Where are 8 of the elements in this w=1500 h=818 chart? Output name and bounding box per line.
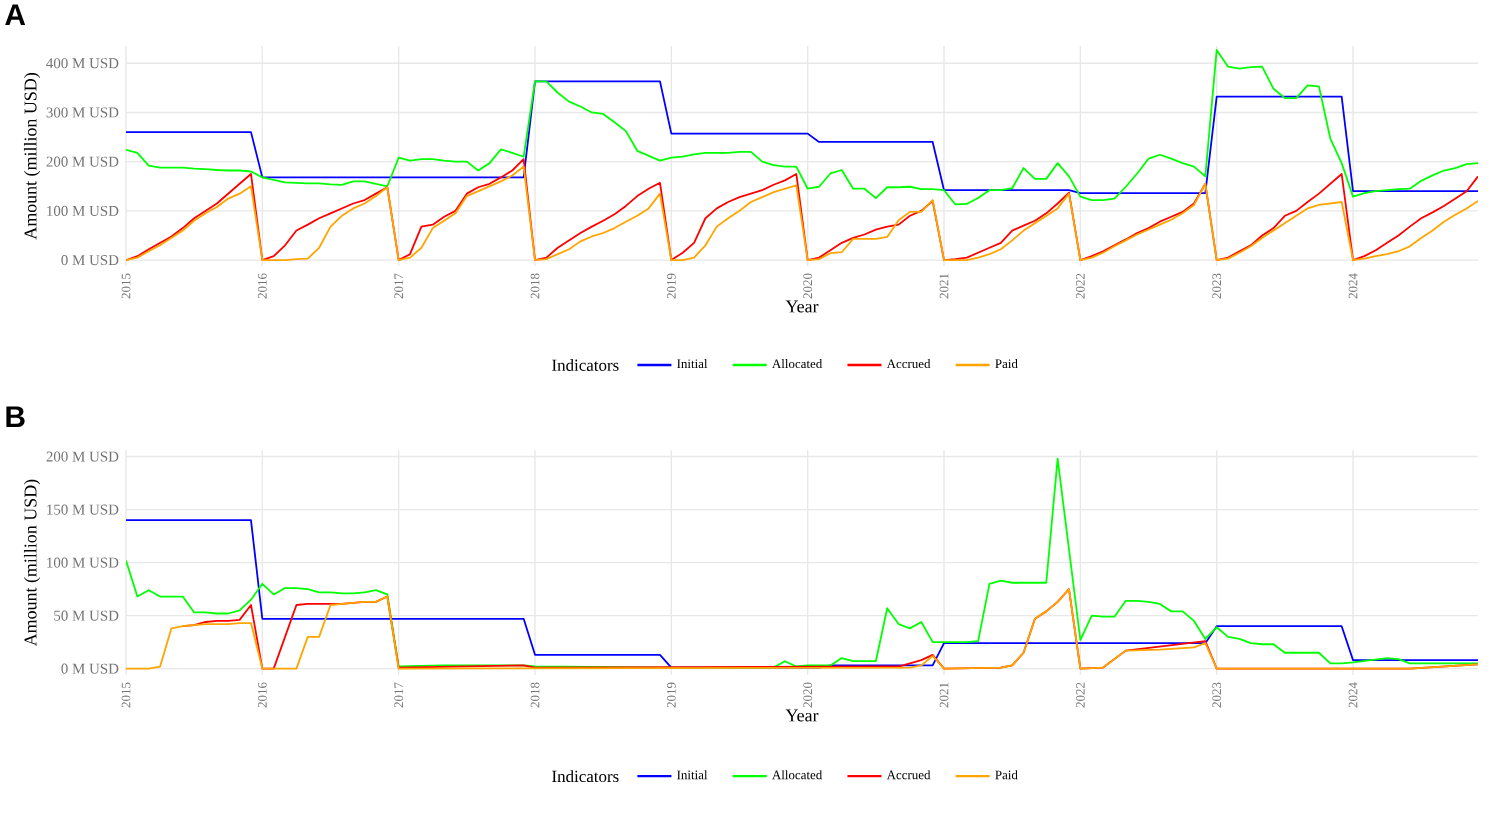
chart-title: B [6,406,25,427]
x-axis-title: Year [785,300,819,313]
y-axis-title: Amount (million USD) [23,479,41,647]
x-axis-title: Year [785,709,819,722]
legend-title: Indicators [552,359,619,371]
y-axis-title: Amount (million USD) [23,73,41,240]
legend-title: Indicators [552,770,619,783]
chart-title: A [5,4,26,25]
